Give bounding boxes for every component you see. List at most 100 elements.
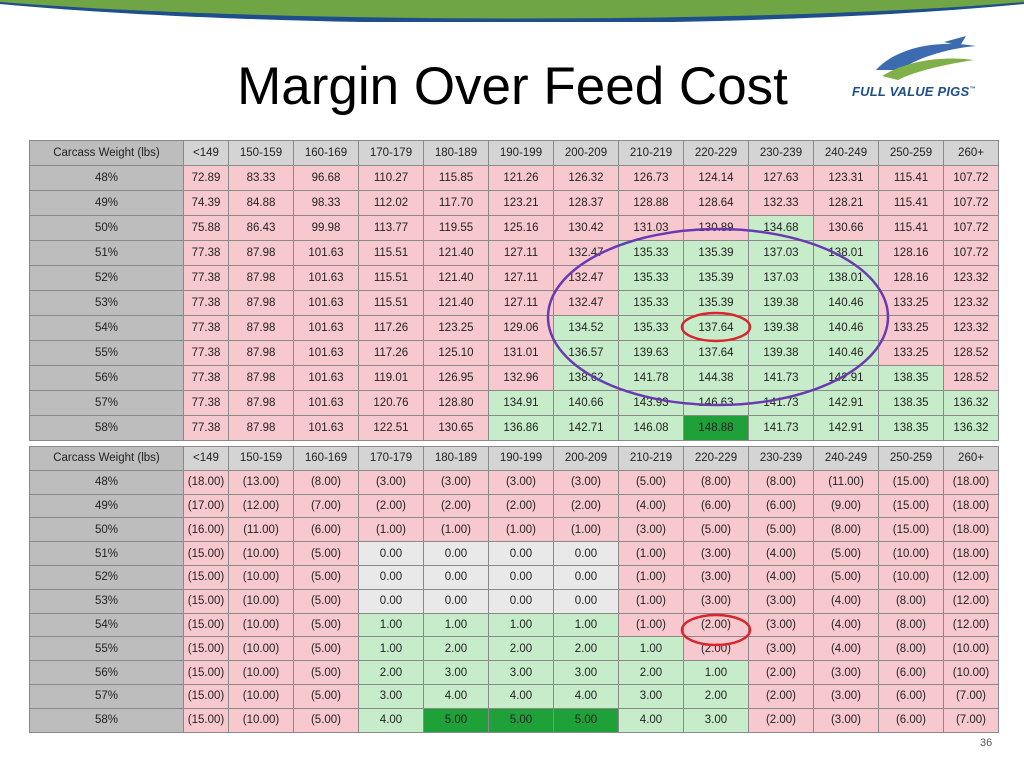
row-label: 50% <box>29 215 184 241</box>
table-row: 53% 77.38 87.98 101.63 115.51 121.40 127.11 132… <box>29 290 999 316</box>
table-cell: 4.00 <box>553 683 619 709</box>
table-cell: 3.00 <box>488 660 554 685</box>
table-cell: (1.00) <box>618 588 684 614</box>
table-cell: (3.00) <box>683 564 749 590</box>
row-label: 58% <box>29 415 184 441</box>
table-cell: 87.98 <box>228 315 294 341</box>
slide-title: Margin Over Feed Cost <box>237 57 788 116</box>
table-cell: (10.00) <box>943 660 999 685</box>
table-cell: (4.00) <box>813 612 879 638</box>
table-cell: 136.32 <box>943 390 999 416</box>
table-cell: 130.42 <box>553 215 619 241</box>
table-cell: (8.00) <box>878 588 944 614</box>
table-cell: (7.00) <box>943 683 999 709</box>
table-cell: 128.52 <box>943 365 999 391</box>
table-cell: 142.91 <box>813 390 879 416</box>
table-cell: (3.00) <box>488 469 554 495</box>
table-cell: 77.38 <box>183 290 229 316</box>
column-header: 200-209 <box>553 446 619 471</box>
table-cell: 123.32 <box>943 315 999 341</box>
table-cell: (15.00) <box>183 683 229 709</box>
table-cell: 132.33 <box>748 190 814 216</box>
table-cell: (15.00) <box>878 469 944 495</box>
table-cell: 131.03 <box>618 215 684 241</box>
full-value-pigs-logo <box>876 36 976 80</box>
table-cell: 140.46 <box>813 340 879 366</box>
table-cell: 122.51 <box>358 415 424 441</box>
table-cell: (3.00) <box>683 588 749 614</box>
table-cell: 4.00 <box>488 683 554 709</box>
table-cell: 141.78 <box>618 365 684 391</box>
table-cell: 5.00 <box>423 707 489 733</box>
table-cell: 1.00 <box>618 636 684 662</box>
column-header: <149 <box>183 446 229 471</box>
table-cell: (10.00) <box>228 564 294 590</box>
logo-text: FULL VALUE PIGS™ <box>852 84 976 99</box>
table-cell: 113.77 <box>358 215 424 241</box>
table-cell: 87.98 <box>228 290 294 316</box>
page-number: 36 <box>980 737 993 749</box>
table-cell: 101.63 <box>293 415 359 441</box>
column-header: 150-159 <box>228 140 294 166</box>
table-cell: 133.25 <box>878 290 944 316</box>
table-cell: (3.00) <box>618 517 684 543</box>
table-cell: 0.00 <box>488 588 554 614</box>
table-cell: 133.25 <box>878 340 944 366</box>
table-cell: (3.00) <box>553 469 619 495</box>
table-cell: 77.38 <box>183 340 229 366</box>
table-cell: 132.47 <box>553 290 619 316</box>
table-cell: 1.00 <box>423 612 489 638</box>
table-cell: (8.00) <box>748 469 814 495</box>
table-cell: 2.00 <box>488 636 554 662</box>
table-cell: 74.39 <box>183 190 229 216</box>
table-cell: 142.91 <box>813 365 879 391</box>
table-cell: 146.63 <box>683 390 749 416</box>
table-cell: (3.00) <box>748 636 814 662</box>
table-cell: 130.65 <box>423 415 489 441</box>
table-cell: 126.95 <box>423 365 489 391</box>
table-cell: 142.91 <box>813 415 879 441</box>
table-cell: (5.00) <box>293 564 359 590</box>
table-cell: (10.00) <box>228 588 294 614</box>
table-cell: 115.51 <box>358 240 424 266</box>
table-cell: 123.21 <box>488 190 554 216</box>
column-header: 220-229 <box>683 140 749 166</box>
table-cell: 131.01 <box>488 340 554 366</box>
table-row: 54% (15.00) (10.00) (5.00) 1.00 1.00 1.00 1.00(… <box>29 612 999 638</box>
table-cell: 77.38 <box>183 265 229 291</box>
table-row: 48% (18.00) (13.00) (8.00) (3.00) (3.00) (3.00… <box>29 469 999 495</box>
table-cell: (1.00) <box>618 612 684 638</box>
table-cell: 5.00 <box>488 707 554 733</box>
table-row: 52% 77.38 87.98 101.63 115.51 121.40 127.11 132… <box>29 265 999 291</box>
table-cell: 72.89 <box>183 165 229 191</box>
table-cell: (7.00) <box>943 707 999 733</box>
table-cell: (10.00) <box>228 541 294 566</box>
table-cell: 142.71 <box>553 415 619 441</box>
table-cell: (1.00) <box>553 517 619 543</box>
column-header: 170-179 <box>358 140 424 166</box>
row-label: 49% <box>29 190 184 216</box>
table-cell: 117.26 <box>358 340 424 366</box>
table-cell: 126.73 <box>618 165 684 191</box>
table-cell: 138.35 <box>878 415 944 441</box>
table-cell: (10.00) <box>228 707 294 733</box>
table-cell: 136.86 <box>488 415 554 441</box>
table-cell: (2.00) <box>423 493 489 519</box>
table-cell: 134.91 <box>488 390 554 416</box>
table-cell: (15.00) <box>183 707 229 733</box>
table-row: 58% 77.38 87.98 101.63 122.51 130.65 136.86 142… <box>29 415 999 441</box>
table-cell: (8.00) <box>878 612 944 638</box>
table-cell: (10.00) <box>943 636 999 662</box>
table-cell: (12.00) <box>228 493 294 519</box>
table-cell: (16.00) <box>183 517 229 543</box>
table-cell: (11.00) <box>228 517 294 543</box>
table-cell: 84.88 <box>228 190 294 216</box>
table-cell: (15.00) <box>183 612 229 638</box>
table-cell: (5.00) <box>813 541 879 566</box>
table-cell: 0.00 <box>358 588 424 614</box>
table-cell: 0.00 <box>488 564 554 590</box>
table-cell: 1.00 <box>358 636 424 662</box>
table-cell: 101.63 <box>293 365 359 391</box>
table-cell: (8.00) <box>878 636 944 662</box>
header-band <box>0 0 1024 22</box>
